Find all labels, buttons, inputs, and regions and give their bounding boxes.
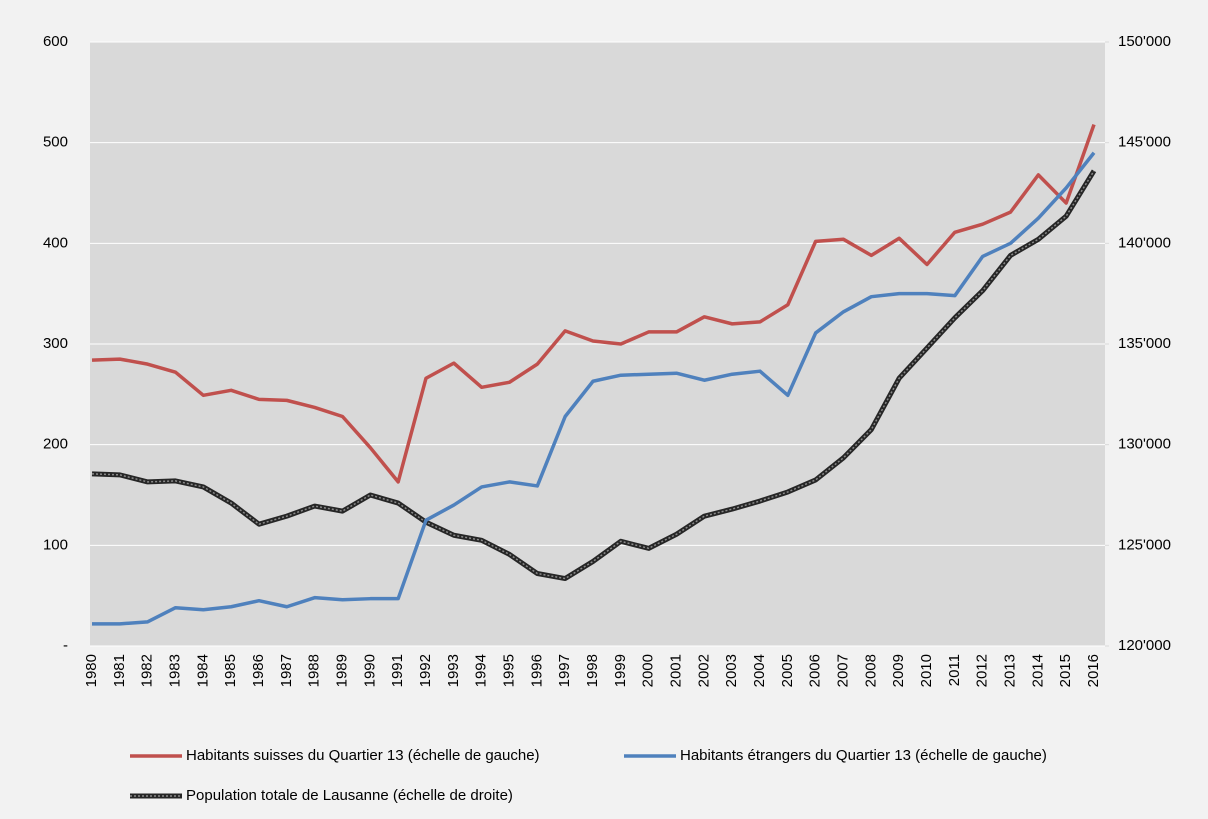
- x-tick-label: 1999: [612, 654, 629, 687]
- line-series: [91, 123, 1096, 484]
- legend-label: Population totale de Lausanne (échelle d…: [186, 787, 513, 804]
- x-tick-label: 2004: [751, 654, 768, 687]
- x-tick-label: 2002: [695, 654, 712, 687]
- x-tick-label: 2010: [918, 654, 935, 687]
- x-tick-label: 1985: [222, 654, 239, 687]
- x-tick-label: 1996: [528, 654, 545, 687]
- y2-tick-label: 120'000: [1118, 637, 1171, 654]
- y-tick-label: 300: [43, 335, 68, 352]
- x-tick-label: 1980: [83, 654, 100, 687]
- x-tick-label: 2001: [667, 654, 684, 687]
- line-series: [92, 151, 1096, 626]
- x-tick-label: 1984: [194, 654, 211, 687]
- y-tick-label: 200: [43, 436, 68, 453]
- x-tick-label: 2011: [946, 654, 963, 686]
- x-tick-label: 1994: [473, 654, 490, 687]
- y-tick-label: 500: [43, 134, 68, 151]
- x-tick-label: 1993: [445, 654, 462, 687]
- x-tick-label: 2003: [723, 654, 740, 687]
- x-tick-label: 1992: [417, 654, 434, 687]
- x-tick-label: 1990: [361, 654, 378, 687]
- x-tick-label: 1998: [584, 654, 601, 687]
- x-tick-label: 1986: [250, 654, 267, 687]
- x-tick-label: 1997: [556, 654, 573, 687]
- x-tick-label: 2014: [1029, 654, 1046, 687]
- x-tick-label: 2013: [1001, 654, 1018, 687]
- y2-tick-label: 130'000: [1118, 436, 1171, 453]
- x-tick-label: 1991: [389, 654, 406, 687]
- x-tick-label: 2009: [890, 654, 907, 687]
- x-tick-label: 1988: [306, 654, 323, 687]
- x-tick-label: 1987: [278, 654, 295, 687]
- y2-tick-label: 125'000: [1118, 536, 1171, 553]
- x-tick-label: 2015: [1057, 654, 1074, 687]
- x-tick-label: 1981: [111, 654, 128, 687]
- x-tick-label: 2012: [974, 654, 991, 687]
- x-tick-label: 2007: [834, 654, 851, 687]
- y-tick-label: 400: [43, 234, 68, 251]
- x-tick-label: 1982: [139, 654, 156, 687]
- x-tick-label: 2000: [640, 654, 657, 687]
- x-tick-label: 2005: [779, 654, 796, 687]
- y2-tick-label: 150'000: [1118, 33, 1171, 50]
- y-tick-label: 600: [43, 33, 68, 50]
- x-tick-label: 2008: [862, 654, 879, 687]
- y2-tick-label: 145'000: [1118, 134, 1171, 151]
- y-tick-label: 100: [43, 536, 68, 553]
- y2-tick-label: 135'000: [1118, 335, 1171, 352]
- x-tick-label: 1983: [166, 654, 183, 687]
- x-tick-label: 2016: [1085, 654, 1102, 687]
- legend-label: Habitants suisses du Quartier 13 (échell…: [186, 747, 540, 764]
- x-tick-label: 1989: [333, 654, 350, 687]
- x-tick-label: 1995: [500, 654, 517, 687]
- y2-tick-label: 140'000: [1118, 234, 1171, 251]
- y-tick-label: -: [63, 637, 68, 654]
- x-tick-label: 2006: [807, 654, 824, 687]
- line-texture: [91, 170, 1095, 580]
- legend-label: Habitants étrangers du Quartier 13 (éche…: [680, 747, 1047, 764]
